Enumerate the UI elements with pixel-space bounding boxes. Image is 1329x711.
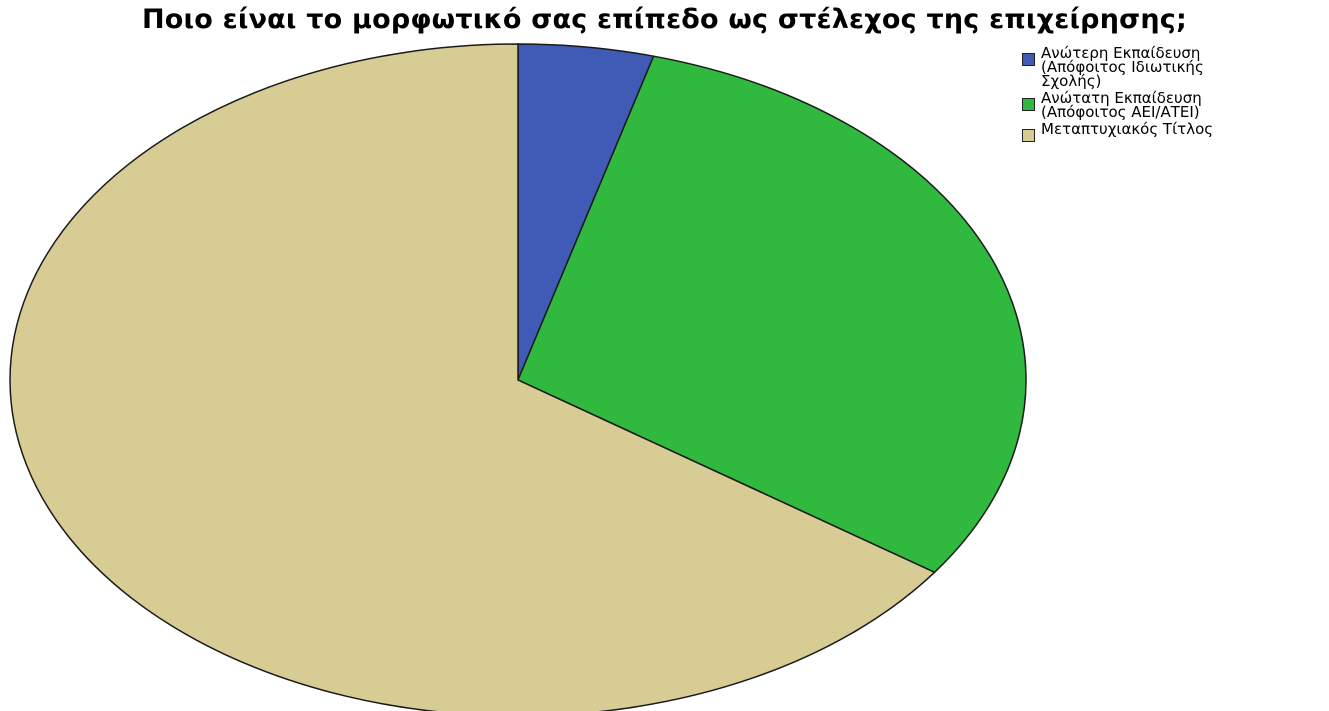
legend: Ανώτερη Εκπαίδευση (Απόφοιτος Ιδιωτικής …: [1022, 46, 1322, 145]
pie-slice: [517, 55, 1027, 574]
legend-label: Ανώτερη Εκπαίδευση (Απόφοιτος Ιδιωτικής …: [1041, 44, 1204, 90]
legend-swatch: [1022, 129, 1035, 142]
legend-label: Ανώτατη Εκπαίδευση (Απόφοιτος ΑΕΙ/ΑΤΕΙ): [1041, 89, 1202, 121]
legend-label: Μεταπτυχιακός Τίτλος: [1041, 120, 1214, 138]
chart-title: Ποιο είναι το μορφωτικό σας επίπεδο ως σ…: [142, 4, 1187, 35]
legend-swatch: [1022, 98, 1035, 111]
legend-swatch: [1022, 53, 1035, 66]
pie-slice: [9, 43, 936, 711]
legend-item: Ανώτερη Εκπαίδευση (Απόφοιτος Ιδιωτικής …: [1022, 44, 1322, 90]
legend-item: Μεταπτυχιακός Τίτλος: [1022, 122, 1322, 142]
legend-item: Ανώτατη Εκπαίδευση (Απόφοιτος ΑΕΙ/ΑΤΕΙ): [1022, 89, 1322, 121]
